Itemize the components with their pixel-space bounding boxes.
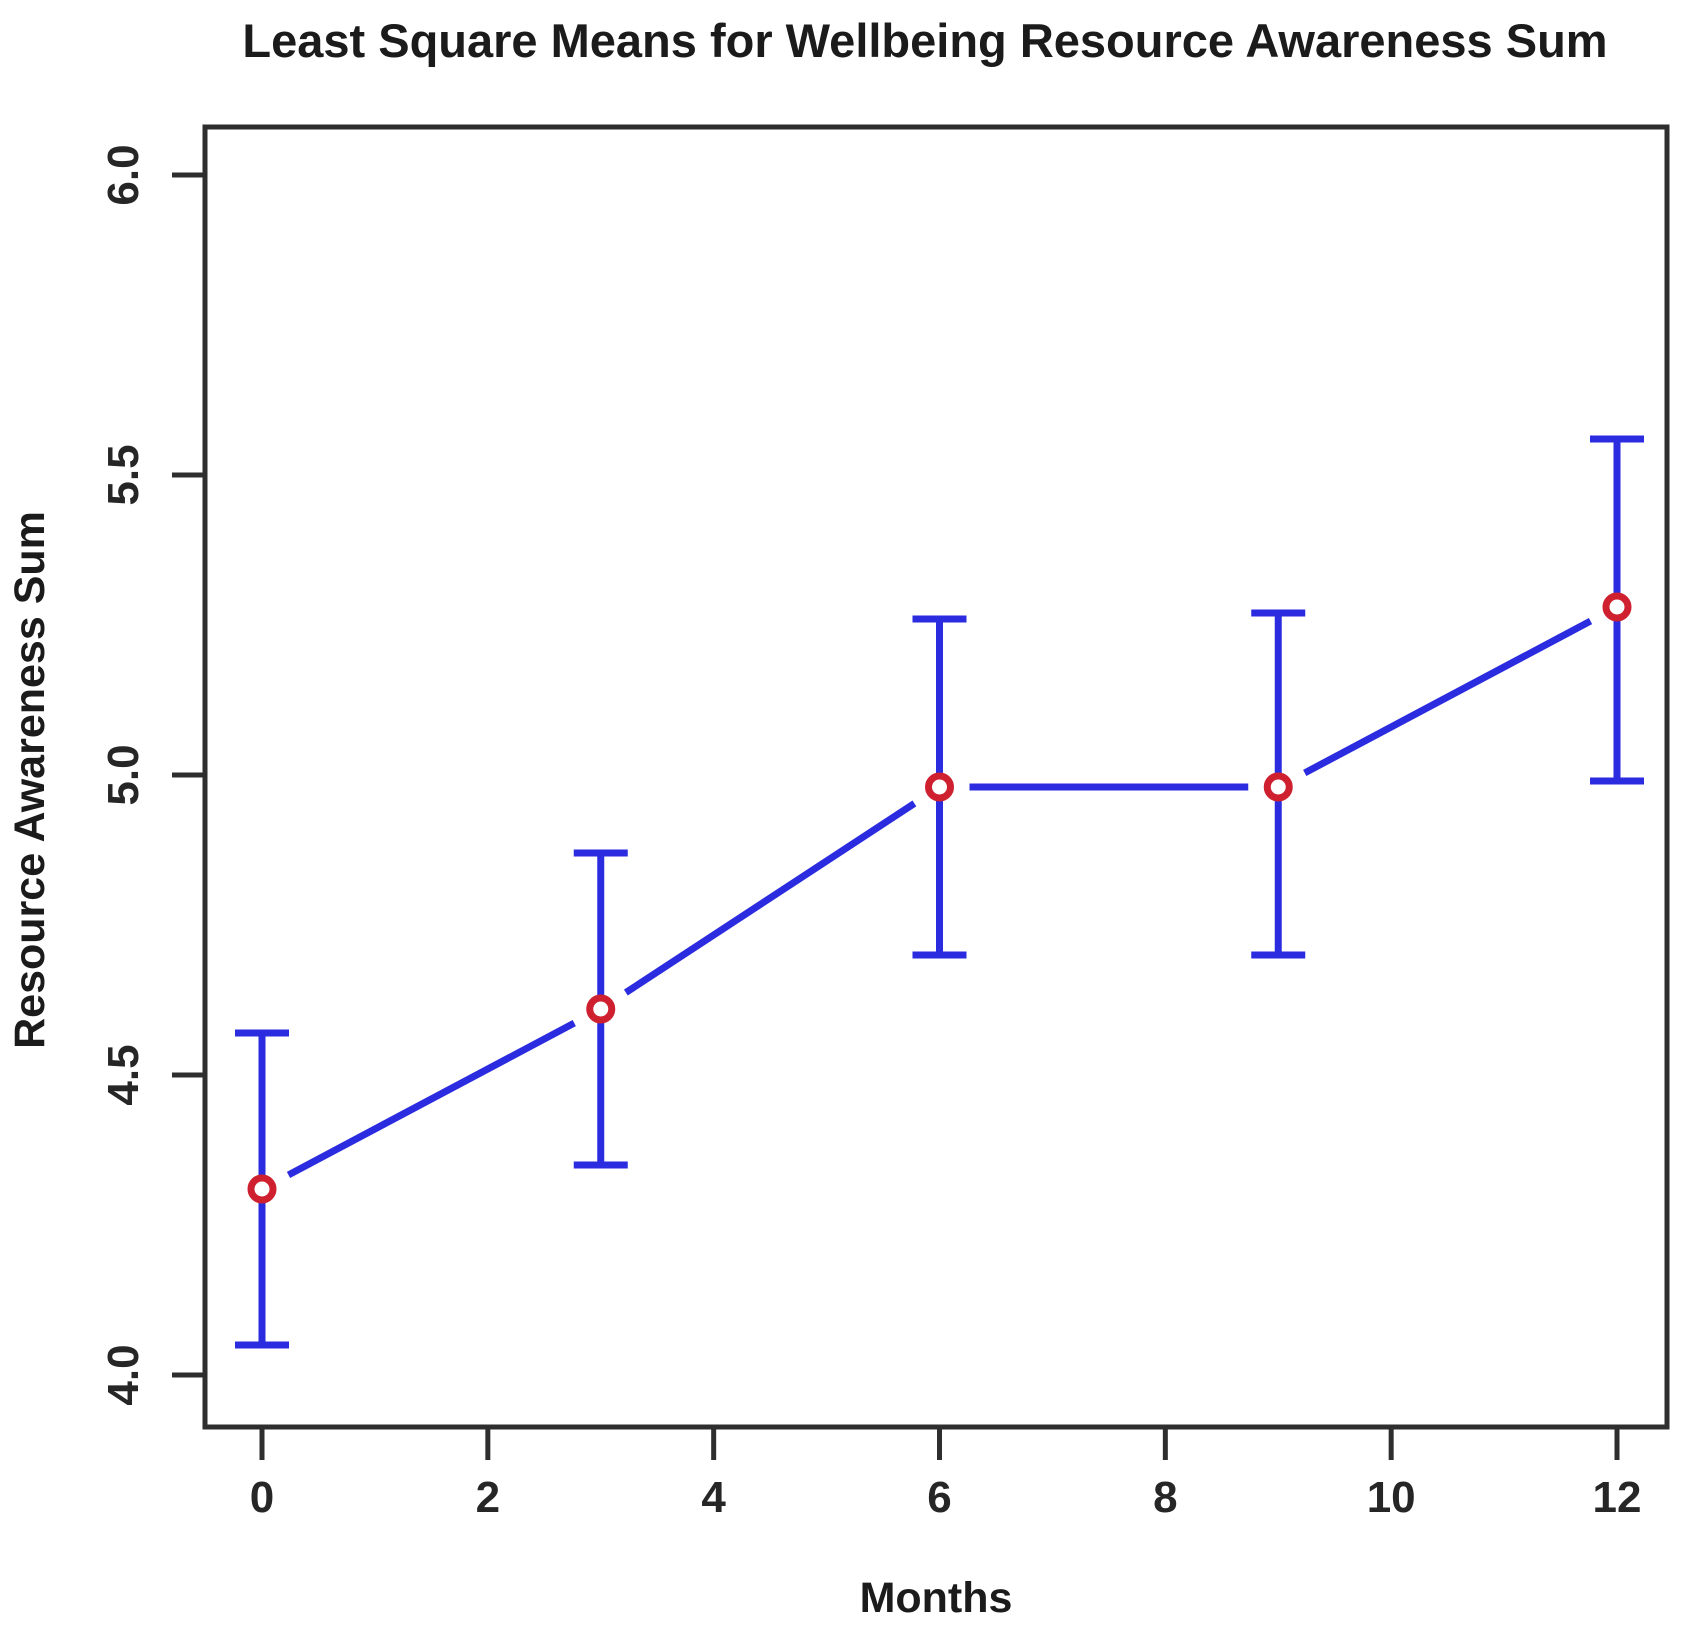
chart-title: Least Square Means for Wellbeing Resourc… — [242, 14, 1607, 67]
x-tick-label: 8 — [1153, 1473, 1177, 1522]
data-point-marker — [1602, 592, 1632, 622]
x-tick-label: 10 — [1367, 1473, 1416, 1522]
x-tick-label: 4 — [701, 1473, 726, 1522]
data-point-marker — [925, 772, 954, 802]
x-tick-label: 6 — [927, 1473, 951, 1522]
y-axis-ticks: 4.0 4.5 5.0 5.5 6.0 — [99, 144, 205, 1406]
series-line-segment — [1303, 617, 1593, 777]
x-axis-title: Months — [860, 1574, 1013, 1622]
series-line-segment — [623, 800, 917, 996]
series-group — [235, 435, 1644, 1349]
y-tick-label: 5.5 — [99, 444, 148, 505]
x-axis-ticks: 0 2 4 6 8 10 12 — [250, 1427, 1642, 1522]
y-tick-label: 6.0 — [99, 144, 148, 205]
y-tick-label: 5.0 — [99, 744, 148, 805]
series-line-segment — [286, 1019, 576, 1179]
x-tick-label: 2 — [476, 1473, 500, 1522]
y-tick-label: 4.0 — [99, 1344, 148, 1405]
x-tick-label: 12 — [1593, 1473, 1642, 1522]
data-point-marker — [1263, 772, 1293, 802]
x-tick-label: 0 — [250, 1473, 274, 1522]
y-tick-label: 4.5 — [99, 1044, 148, 1105]
data-point-marker — [247, 1174, 277, 1204]
y-axis-title: Resource Awareness Sum — [6, 511, 54, 1049]
data-point-marker — [586, 994, 616, 1024]
